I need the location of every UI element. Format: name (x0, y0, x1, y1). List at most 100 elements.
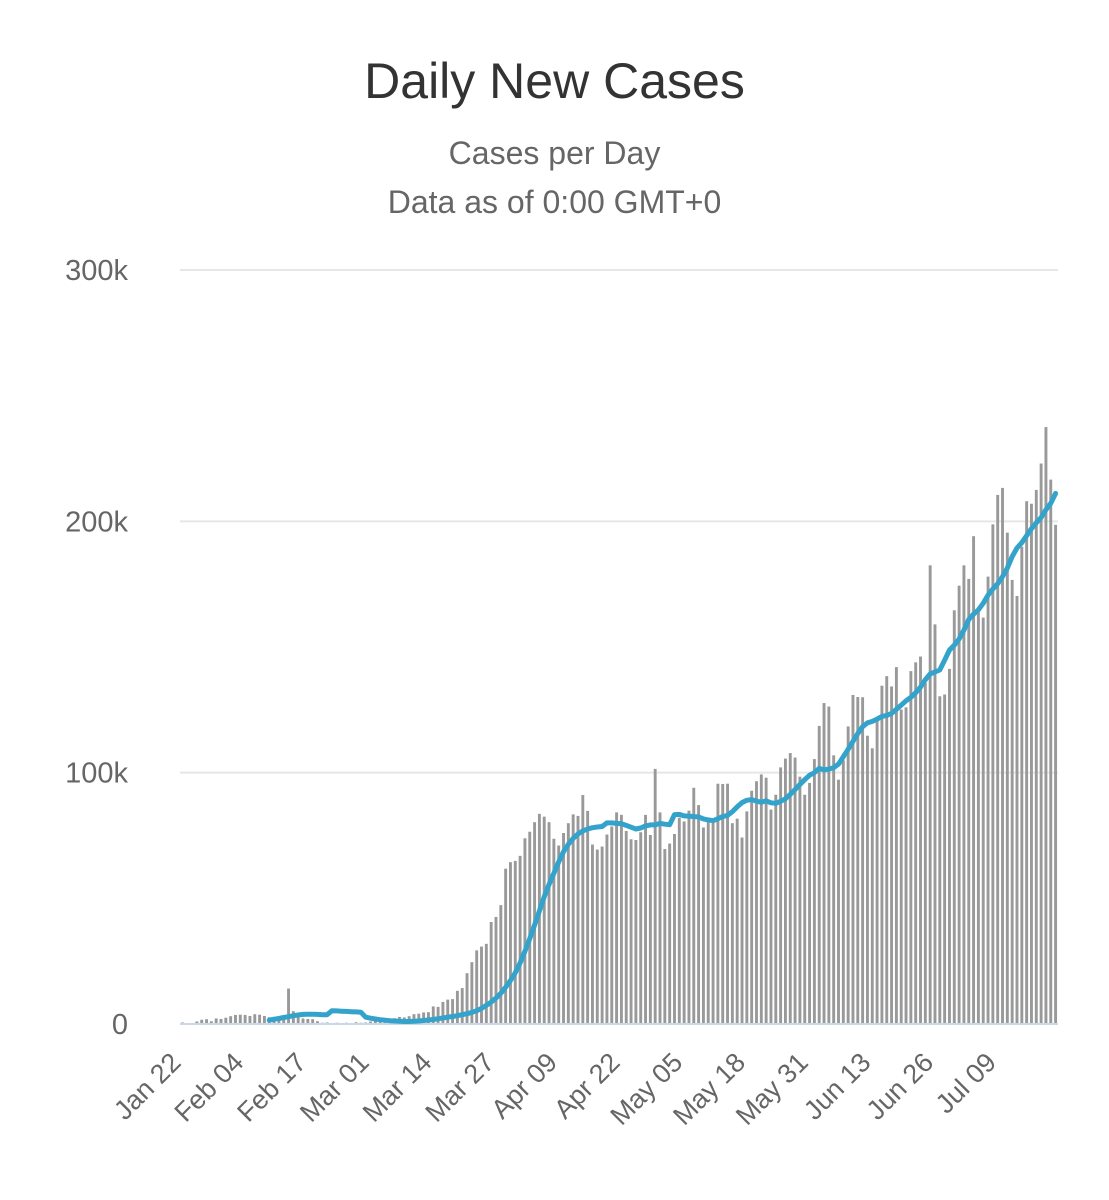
bar (890, 686, 894, 1024)
bar (1039, 463, 1043, 1024)
bar (229, 1016, 233, 1024)
bar (759, 774, 763, 1024)
bar (595, 849, 599, 1024)
bar (1049, 479, 1053, 1024)
bar (542, 816, 546, 1024)
bar (817, 725, 821, 1024)
bar (455, 990, 459, 1024)
bar (996, 494, 1000, 1024)
x-tick-label: Jul 09 (930, 1047, 1002, 1119)
bar (243, 1014, 247, 1024)
bar (885, 676, 889, 1024)
bar (943, 694, 947, 1024)
x-tick-label: Mar 01 (294, 1047, 375, 1128)
bar (711, 819, 715, 1024)
x-tick-label: May 31 (730, 1047, 814, 1131)
bar (851, 695, 855, 1024)
bar (894, 667, 898, 1024)
bar (865, 735, 869, 1024)
bar (653, 768, 657, 1024)
bar (658, 812, 662, 1024)
bar (948, 668, 951, 1024)
bar (470, 962, 474, 1024)
x-tick-label: Apr 09 (485, 1047, 562, 1124)
bar (730, 823, 734, 1024)
bar (262, 1015, 266, 1024)
bar (1020, 546, 1024, 1024)
bar (822, 703, 826, 1024)
bar (697, 805, 701, 1024)
bar (282, 1018, 286, 1024)
bar (591, 844, 594, 1024)
bar (668, 843, 672, 1024)
bar (436, 1006, 440, 1024)
bar (552, 838, 556, 1024)
bar (663, 849, 667, 1024)
bar (1044, 427, 1048, 1024)
bar (465, 973, 469, 1024)
bar (923, 682, 927, 1024)
bar (373, 1020, 377, 1024)
bar (234, 1014, 237, 1024)
bar (586, 810, 590, 1024)
bar (629, 839, 633, 1024)
bar (258, 1014, 262, 1024)
bar (967, 578, 971, 1024)
bar (576, 815, 580, 1024)
bar (798, 776, 802, 1024)
bar (721, 783, 725, 1024)
bar (1025, 501, 1029, 1024)
bar (571, 814, 575, 1024)
bar (610, 826, 614, 1024)
bar (509, 862, 512, 1024)
bar (750, 790, 754, 1024)
bar (489, 921, 493, 1024)
bar (1005, 532, 1009, 1024)
bar (673, 833, 676, 1024)
bar (484, 943, 488, 1024)
y-tick-label: 100k (65, 758, 128, 790)
bar (600, 846, 604, 1024)
bar (1010, 579, 1014, 1024)
y-tick-label: 0 (112, 1009, 128, 1041)
bar (740, 837, 744, 1024)
bar (224, 1017, 228, 1024)
bar (880, 685, 884, 1024)
bar (716, 783, 720, 1024)
bar (783, 758, 787, 1024)
bar (914, 662, 918, 1024)
bar (634, 840, 638, 1024)
x-tick-label: Jun 13 (798, 1047, 877, 1126)
bar (706, 821, 710, 1024)
bar (639, 832, 643, 1024)
bar (904, 707, 908, 1024)
bar (774, 794, 778, 1024)
bar (957, 585, 961, 1024)
bar (692, 787, 696, 1024)
bar (972, 536, 976, 1024)
bar (909, 671, 913, 1024)
bar (846, 726, 850, 1024)
x-tick-label: Mar 27 (420, 1047, 501, 1128)
y-tick-label: 300k (65, 255, 128, 287)
x-tick-label: Mar 14 (357, 1047, 438, 1128)
bar (735, 818, 739, 1024)
series-line-moving-average (266, 490, 1059, 1024)
bar (513, 860, 517, 1024)
bar (1030, 503, 1033, 1024)
bar (726, 783, 729, 1024)
bar (919, 656, 922, 1024)
bar (562, 832, 565, 1024)
bar (248, 1015, 252, 1024)
bar (615, 812, 619, 1024)
bar (991, 524, 995, 1024)
bar (581, 795, 585, 1024)
bar (788, 753, 792, 1024)
chart-title: Daily New Cases (364, 53, 745, 109)
bar (369, 1021, 373, 1024)
bar (682, 821, 686, 1024)
bar (441, 1001, 445, 1024)
bar (812, 759, 816, 1024)
bar (451, 999, 455, 1024)
